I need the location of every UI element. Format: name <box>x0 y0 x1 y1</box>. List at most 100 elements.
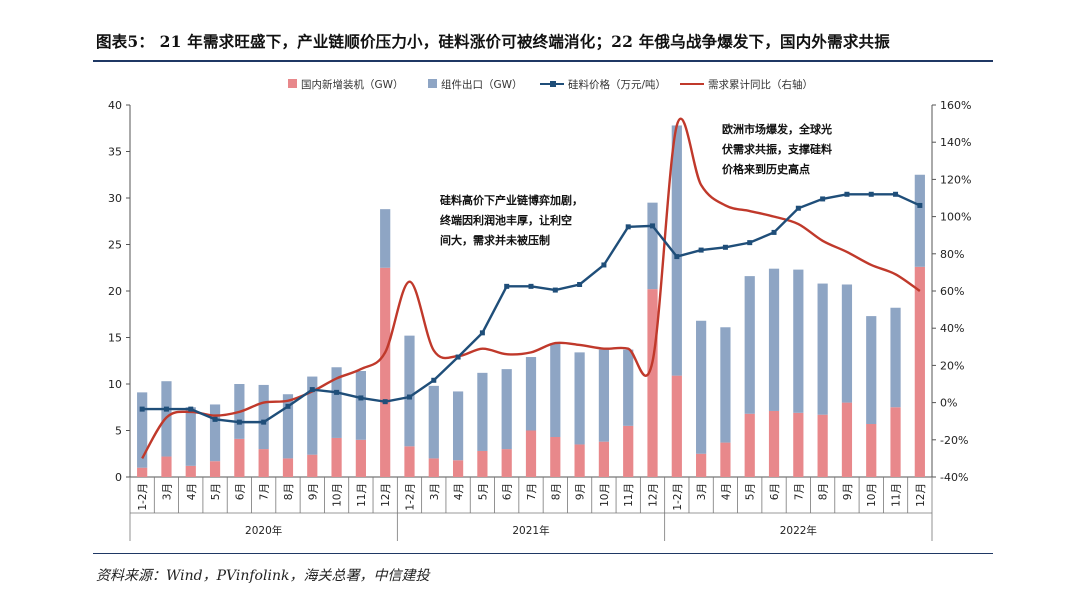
right-tick-label: 140% <box>940 136 971 149</box>
left-tick-label: 25 <box>108 239 122 252</box>
right-tick-label: 40% <box>940 322 964 335</box>
category-label: 12月 <box>648 483 660 507</box>
bar-module-export <box>331 367 342 438</box>
category-label: 12月 <box>380 483 392 507</box>
bar-module-export <box>768 268 780 411</box>
category-label: 5月 <box>745 483 757 500</box>
bar-domestic-installation <box>623 425 634 477</box>
year-label: 2022年 <box>780 524 817 537</box>
silicon-price-marker <box>868 191 874 197</box>
bar-module-export <box>793 269 804 413</box>
bar-domestic-installation <box>793 412 804 477</box>
bar-domestic-installation <box>137 467 148 477</box>
category-label: 10月 <box>866 483 878 507</box>
legend-swatch <box>550 81 556 87</box>
bar-module-export <box>452 391 464 461</box>
bar-domestic-installation <box>501 449 512 477</box>
right-tick-label: 160% <box>940 99 971 112</box>
bar-domestic-installation <box>185 465 196 477</box>
silicon-price-marker <box>261 419 267 425</box>
silicon-price-marker <box>893 191 899 197</box>
silicon-price-marker <box>163 406 169 412</box>
figure-title: 图表5： 21 年需求旺盛下，产业链顺价压力小，硅料涨价可被终端消化；22 年俄… <box>96 32 890 51</box>
category-label: 4月 <box>186 483 198 500</box>
right-tick-label: 60% <box>940 285 964 298</box>
left-tick-label: 40 <box>108 99 122 112</box>
silicon-price-marker <box>334 389 340 395</box>
bar-module-export <box>550 343 561 438</box>
bar-module-export <box>574 352 585 445</box>
silicon-price-marker <box>309 387 315 393</box>
silicon-price-marker <box>188 406 194 412</box>
category-label: 11月 <box>891 483 903 507</box>
bar-domestic-installation <box>817 414 828 477</box>
bar-module-export <box>525 357 537 431</box>
bar-module-export <box>380 209 391 268</box>
bar-module-export <box>817 283 828 415</box>
category-label: 9月 <box>575 483 587 500</box>
year-label: 2021年 <box>512 524 549 537</box>
bar-domestic-installation <box>598 441 610 477</box>
bar-module-export <box>137 392 148 468</box>
category-label: 6月 <box>502 483 514 500</box>
annotation-text: 硅料高价下产业链博弈加剧， <box>440 193 583 207</box>
bar-domestic-installation <box>866 423 877 477</box>
silicon-price-marker <box>698 247 704 253</box>
category-label: 4月 <box>720 483 732 500</box>
silicon-price-marker <box>139 406 145 412</box>
category-label: 9月 <box>307 483 319 500</box>
category-label: 3月 <box>696 483 708 500</box>
bar-domestic-installation <box>841 402 853 477</box>
bar-module-export <box>841 284 853 403</box>
line-demand-yoy <box>141 117 921 460</box>
silicon-price-marker <box>455 354 461 360</box>
right-tick-label: 80% <box>940 248 964 261</box>
silicon-price-marker <box>552 287 558 293</box>
category-label: 12月 <box>915 483 927 507</box>
source-note: 资料来源：Wind，PVinfolink，海关总署，中信建投 <box>96 568 430 584</box>
legend-label: 需求累计同比（右轴） <box>708 78 813 91</box>
bar-module-export <box>914 174 925 267</box>
legend-label: 国内新增装机（GW） <box>301 78 404 91</box>
category-label: 8月 <box>283 483 295 500</box>
bar-domestic-installation <box>380 267 391 477</box>
category-label: 5月 <box>210 483 222 500</box>
silicon-price-marker <box>236 419 242 425</box>
right-tick-label: 20% <box>940 359 964 372</box>
left-tick-label: 10 <box>108 378 122 391</box>
silicon-price-marker <box>577 281 583 287</box>
silicon-price-marker <box>212 416 218 422</box>
bar-module-export <box>744 276 755 414</box>
bar-domestic-installation <box>744 413 755 477</box>
bar-module-export <box>477 372 488 451</box>
bar-module-export <box>890 307 901 408</box>
silicon-price-marker <box>650 223 656 229</box>
bar-domestic-installation <box>574 444 585 477</box>
silicon-price-marker <box>771 229 777 235</box>
left-tick-label: 35 <box>108 146 122 159</box>
bar-module-export <box>307 376 318 455</box>
left-tick-label: 15 <box>108 332 122 345</box>
bar-domestic-installation <box>258 449 269 477</box>
annotation-text: 终端因利润池丰厚，让利空 <box>440 213 572 227</box>
bar-domestic-installation <box>234 438 245 477</box>
category-label: 3月 <box>429 483 441 500</box>
bottom-rule <box>93 553 993 554</box>
bar-domestic-installation <box>452 460 464 477</box>
category-label: 1-2月 <box>404 483 416 511</box>
category-label: 11月 <box>623 483 635 507</box>
right-tick-label: 0% <box>940 397 957 410</box>
bar-domestic-installation <box>914 266 925 477</box>
bar-module-export <box>404 335 415 447</box>
bar-domestic-installation <box>161 456 172 477</box>
category-label: 8月 <box>818 483 830 500</box>
year-label: 2020年 <box>245 524 282 537</box>
annotation-text: 价格来到历史高点 <box>722 162 810 176</box>
silicon-price-marker <box>504 283 510 289</box>
bar-module-export <box>647 202 658 290</box>
bar-module-export <box>428 385 439 459</box>
category-label: 9月 <box>842 483 854 500</box>
silicon-price-marker <box>382 399 388 405</box>
bar-module-export <box>185 407 196 466</box>
